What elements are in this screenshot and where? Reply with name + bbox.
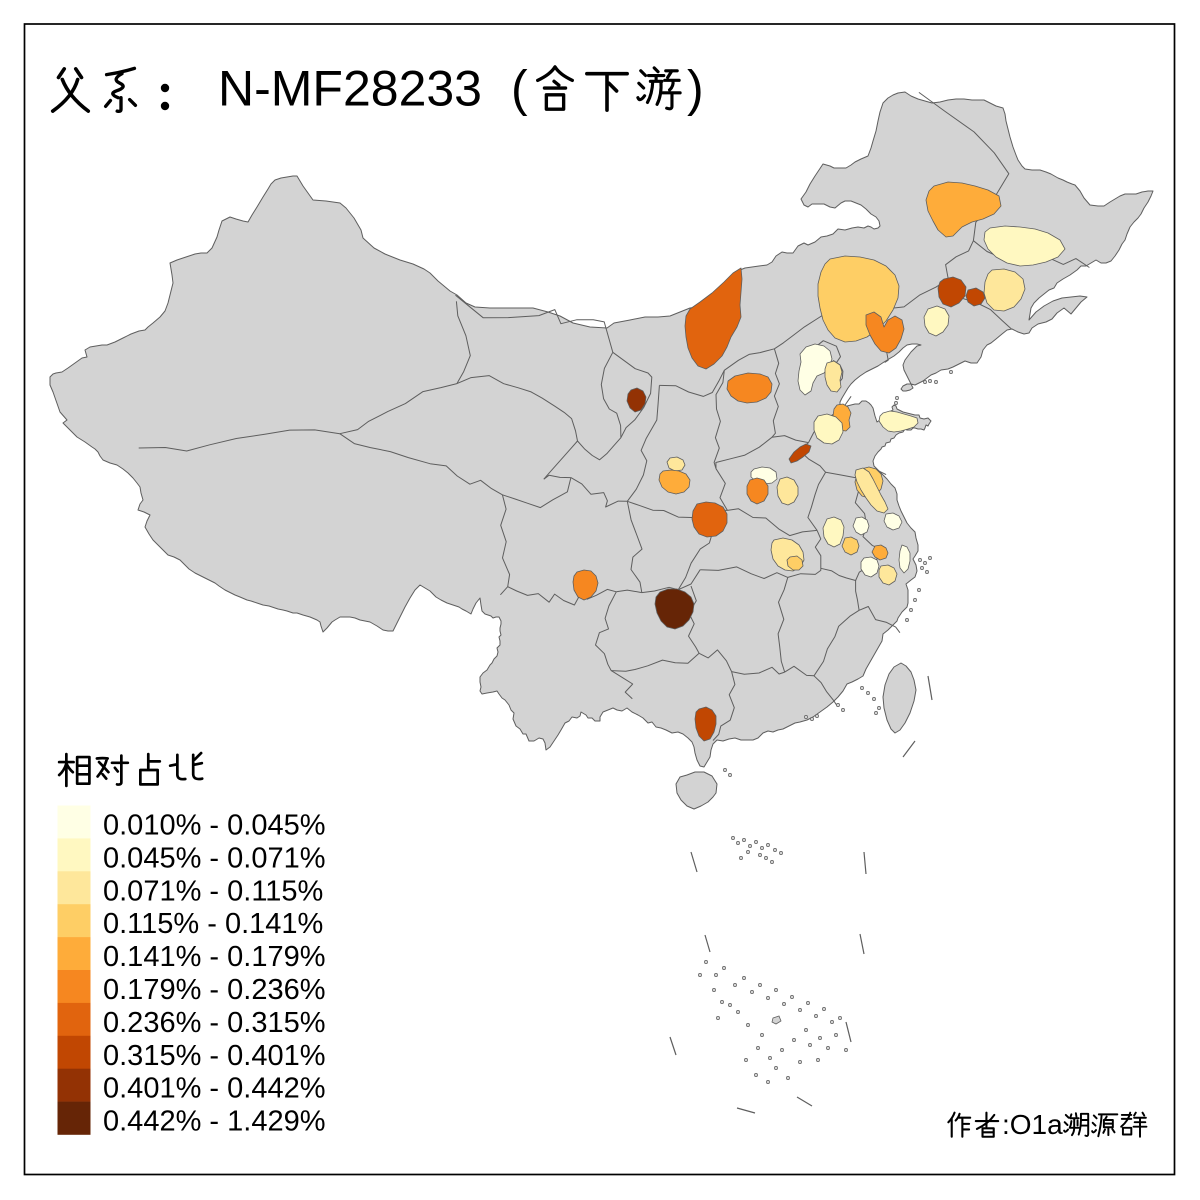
svg-text:0.236% - 0.315%: 0.236% - 0.315% <box>103 1007 325 1039</box>
svg-text:N-MF28233: N-MF28233 <box>218 61 482 117</box>
svg-text:(: ( <box>511 61 528 117</box>
svg-text:0.010% - 0.045%: 0.010% - 0.045% <box>103 810 325 842</box>
svg-text::O1a: :O1a <box>1002 1109 1063 1140</box>
svg-text:0.045% - 0.071%: 0.045% - 0.071% <box>103 842 325 874</box>
svg-text:0.115% - 0.141%: 0.115% - 0.141% <box>103 908 323 940</box>
svg-text:): ) <box>687 61 704 117</box>
svg-text:0.071% - 0.115%: 0.071% - 0.115% <box>103 875 323 907</box>
svg-text:0.442% - 1.429%: 0.442% - 1.429% <box>103 1106 325 1138</box>
svg-text:0.401% - 0.442%: 0.401% - 0.442% <box>103 1073 325 1105</box>
svg-text:0.179% - 0.236%: 0.179% - 0.236% <box>103 974 325 1006</box>
svg-text:0.315% - 0.401%: 0.315% - 0.401% <box>103 1040 325 1072</box>
svg-text:0.141% - 0.179%: 0.141% - 0.179% <box>103 941 325 973</box>
